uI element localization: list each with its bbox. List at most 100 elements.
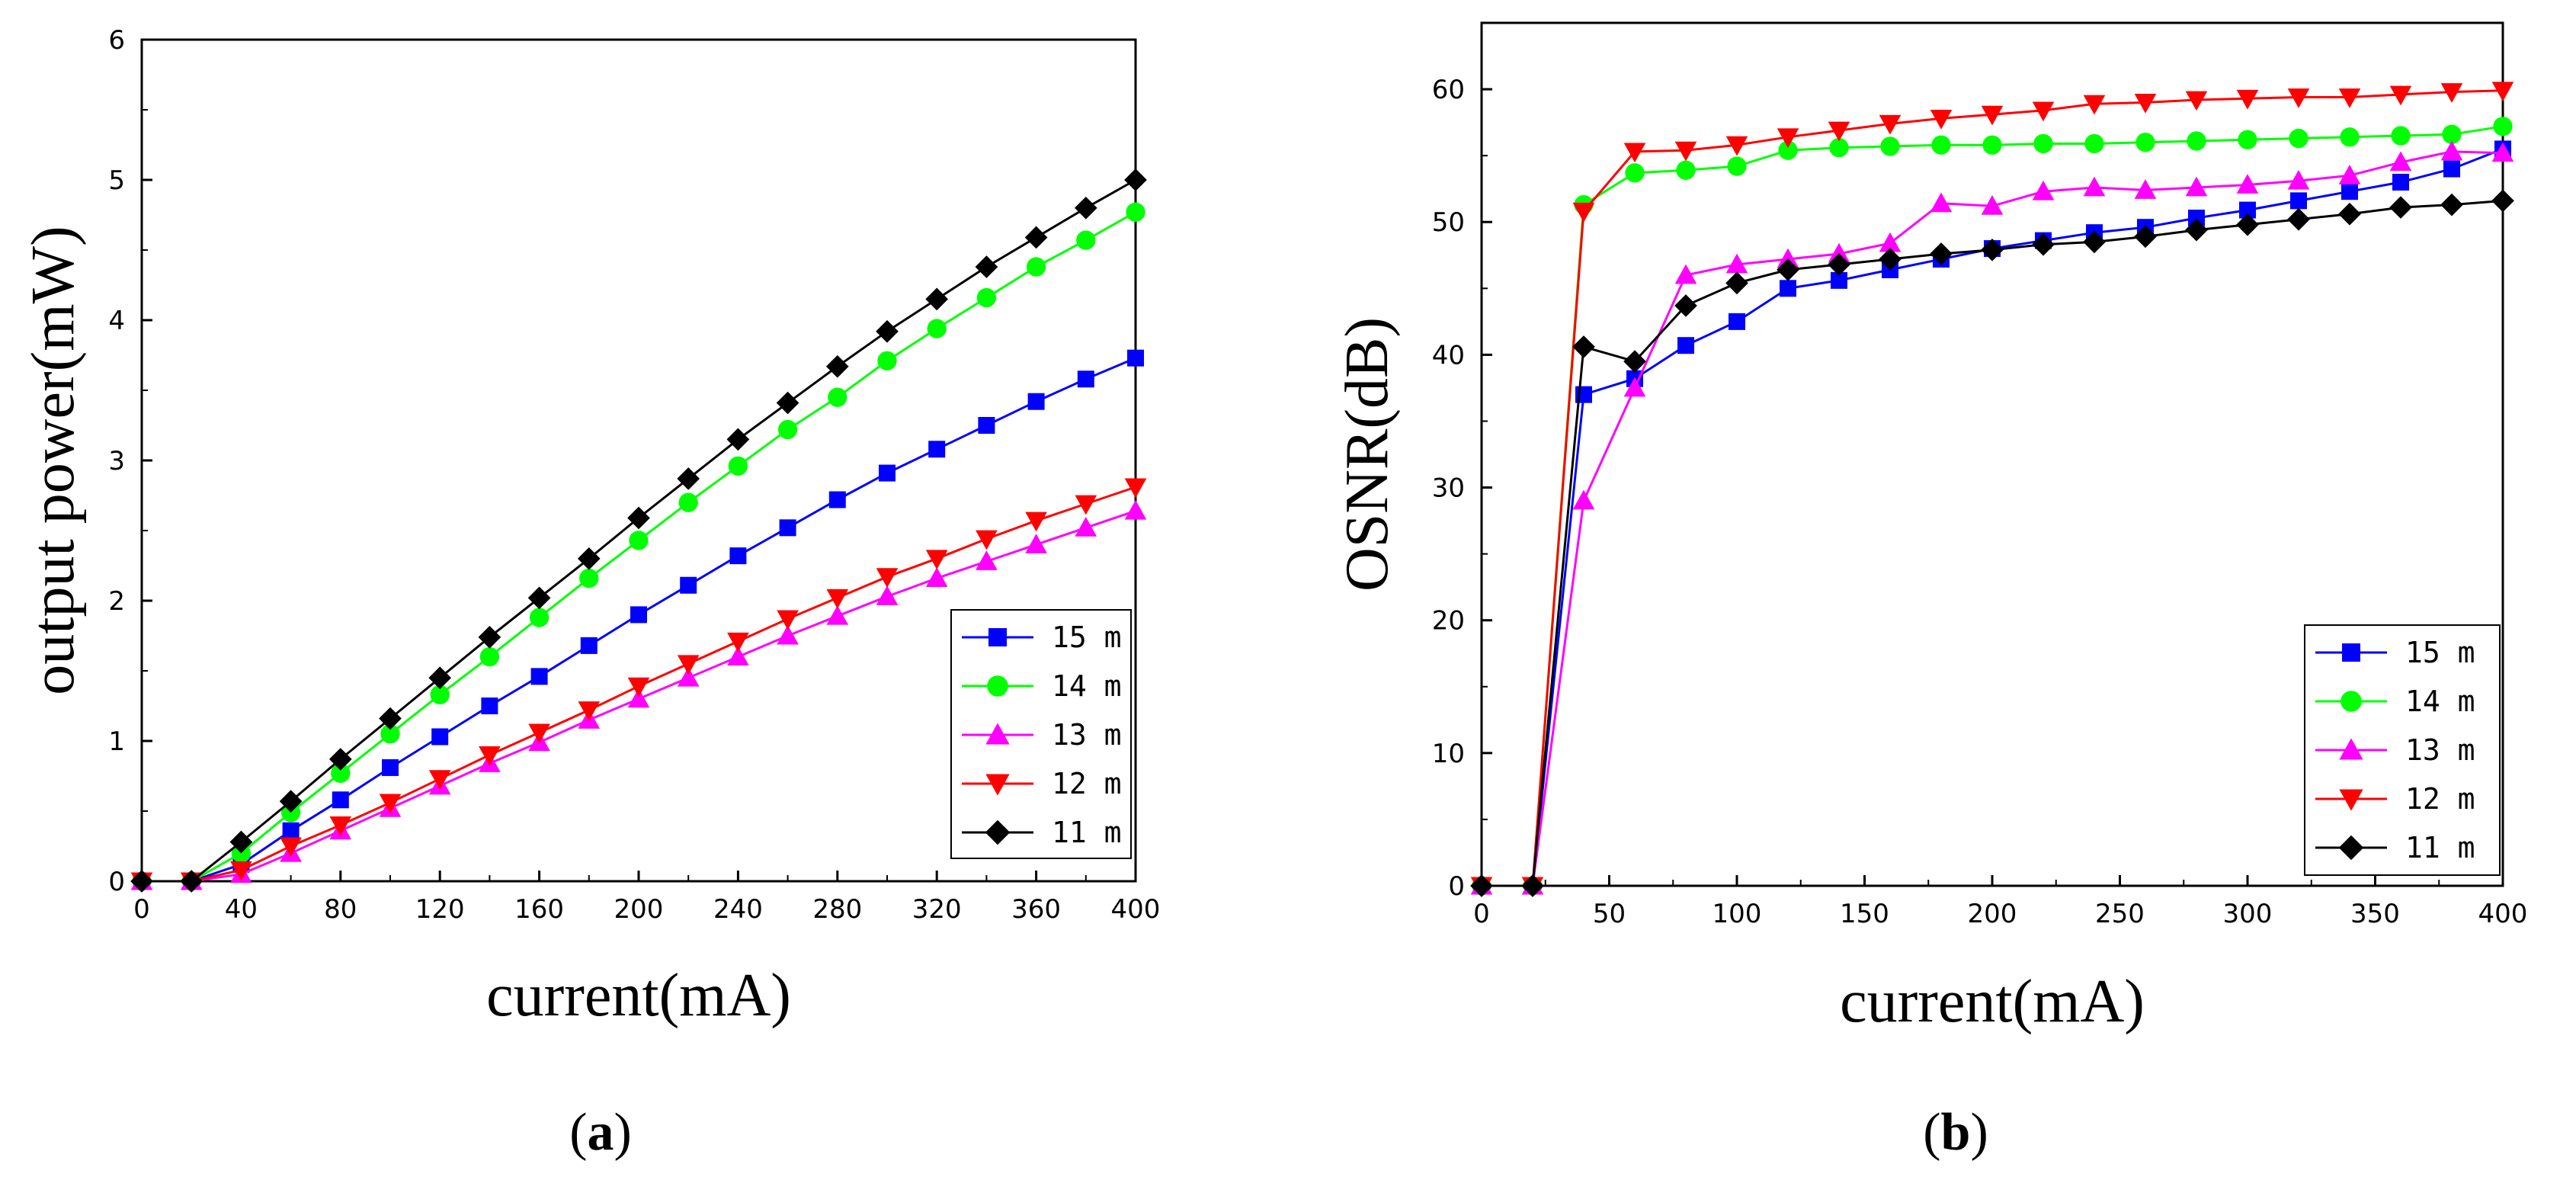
- data-point: [481, 698, 498, 714]
- data-point: [677, 655, 700, 675]
- data-point: [2187, 131, 2206, 151]
- data-point: [379, 794, 402, 814]
- data-point: [428, 770, 451, 790]
- data-point: [927, 319, 947, 338]
- x-tick-label: 200: [614, 894, 664, 925]
- data-point: [2289, 128, 2308, 149]
- legend-marker: [987, 675, 1008, 697]
- x-tick-label: 400: [2478, 899, 2528, 929]
- x-tick-label: 280: [812, 894, 862, 925]
- data-point: [1777, 128, 1799, 149]
- x-tick-label: 200: [1968, 899, 2017, 929]
- data-point: [2032, 233, 2055, 256]
- data-point: [430, 685, 450, 704]
- data-point: [828, 491, 846, 508]
- data-point: [828, 387, 847, 407]
- data-point: [2440, 140, 2463, 161]
- data-point: [975, 255, 998, 278]
- data-point: [1828, 242, 1850, 263]
- data-point: [2032, 101, 2055, 122]
- data-point: [579, 568, 599, 588]
- legend-label: 12 m: [1052, 767, 1122, 800]
- y-tick-label: 1: [108, 726, 125, 757]
- data-point: [380, 724, 400, 744]
- data-point: [329, 816, 352, 836]
- series-11m: [1470, 189, 2514, 897]
- data-point: [925, 550, 948, 570]
- data-point: [229, 830, 253, 854]
- y-tick-label: 50: [1432, 207, 1465, 238]
- y-tick-label: 2: [108, 586, 125, 617]
- data-point: [1623, 350, 1646, 373]
- data-point: [529, 608, 549, 627]
- y-tick-label: 40: [1432, 340, 1465, 370]
- legend-label: 14 m: [1052, 669, 1122, 703]
- data-point: [331, 763, 351, 783]
- legend-item: 15 m: [962, 621, 1122, 654]
- data-point: [1930, 109, 1953, 130]
- data-point: [1879, 248, 1902, 271]
- data-point: [1572, 335, 1595, 358]
- data-point: [2236, 89, 2259, 110]
- series-group-b: [1470, 82, 2514, 897]
- data-point: [2084, 133, 2104, 154]
- data-point: [2238, 130, 2257, 149]
- legend-marker: [2342, 643, 2360, 662]
- data-point: [727, 646, 749, 666]
- data-point: [479, 646, 500, 667]
- x-tick-label: 150: [1840, 899, 1889, 929]
- data-point: [2185, 176, 2208, 197]
- data-point: [1126, 202, 1145, 222]
- x-tick-label: 120: [415, 894, 465, 925]
- data-point: [332, 791, 349, 809]
- x-axis-label-a: current(mA): [486, 962, 791, 1029]
- data-point: [1521, 874, 1544, 897]
- data-point: [2389, 85, 2412, 106]
- data-point: [1725, 271, 1748, 295]
- x-axis-label-b: current(mA): [1840, 968, 2145, 1035]
- data-point: [627, 677, 650, 698]
- legend-label: 14 m: [2405, 685, 2475, 718]
- data-point: [2491, 189, 2514, 213]
- data-point: [279, 790, 303, 813]
- data-point: [580, 637, 598, 654]
- data-point: [478, 625, 501, 649]
- data-point: [1931, 135, 1951, 155]
- ticks-a: 0 40 80 120 160 200 240 280 320 360 400 0 1 2 3 4 5 6: [108, 25, 1160, 925]
- data-point: [1124, 168, 1147, 191]
- data-point: [328, 748, 352, 771]
- data-point: [479, 746, 501, 766]
- data-point: [2440, 193, 2463, 216]
- data-point: [2134, 179, 2157, 199]
- data-point: [2083, 176, 2106, 197]
- data-point: [2287, 88, 2310, 108]
- data-point: [876, 319, 899, 343]
- y-tick-label: 30: [1432, 473, 1465, 504]
- y-tick-label: 6: [108, 25, 125, 56]
- data-point: [876, 585, 899, 605]
- data-point: [578, 701, 601, 721]
- data-point: [1829, 138, 1849, 158]
- y-axis-label-a: output power(mW): [20, 226, 87, 694]
- data-point: [2491, 142, 2514, 162]
- data-point: [2493, 117, 2513, 136]
- legend-marker: [988, 628, 1007, 646]
- data-point: [2389, 151, 2412, 172]
- legend-label: 13 m: [2405, 733, 2475, 767]
- data-point: [2338, 88, 2361, 108]
- x-tick-label: 0: [1473, 899, 1490, 929]
- data-point: [826, 605, 849, 625]
- data-point: [2083, 95, 2106, 115]
- y-tick-label: 60: [1432, 75, 1465, 105]
- data-point: [677, 467, 700, 490]
- data-point: [1127, 349, 1144, 367]
- data-point: [1025, 512, 1047, 532]
- legend-label: 11 m: [1052, 816, 1122, 849]
- data-point: [1981, 195, 2004, 215]
- x-tick-label: 160: [514, 894, 564, 925]
- data-point: [2185, 218, 2208, 242]
- legend-label: 15 m: [1052, 621, 1122, 654]
- data-point: [1027, 393, 1045, 410]
- y-tick-label: 0: [1448, 871, 1465, 902]
